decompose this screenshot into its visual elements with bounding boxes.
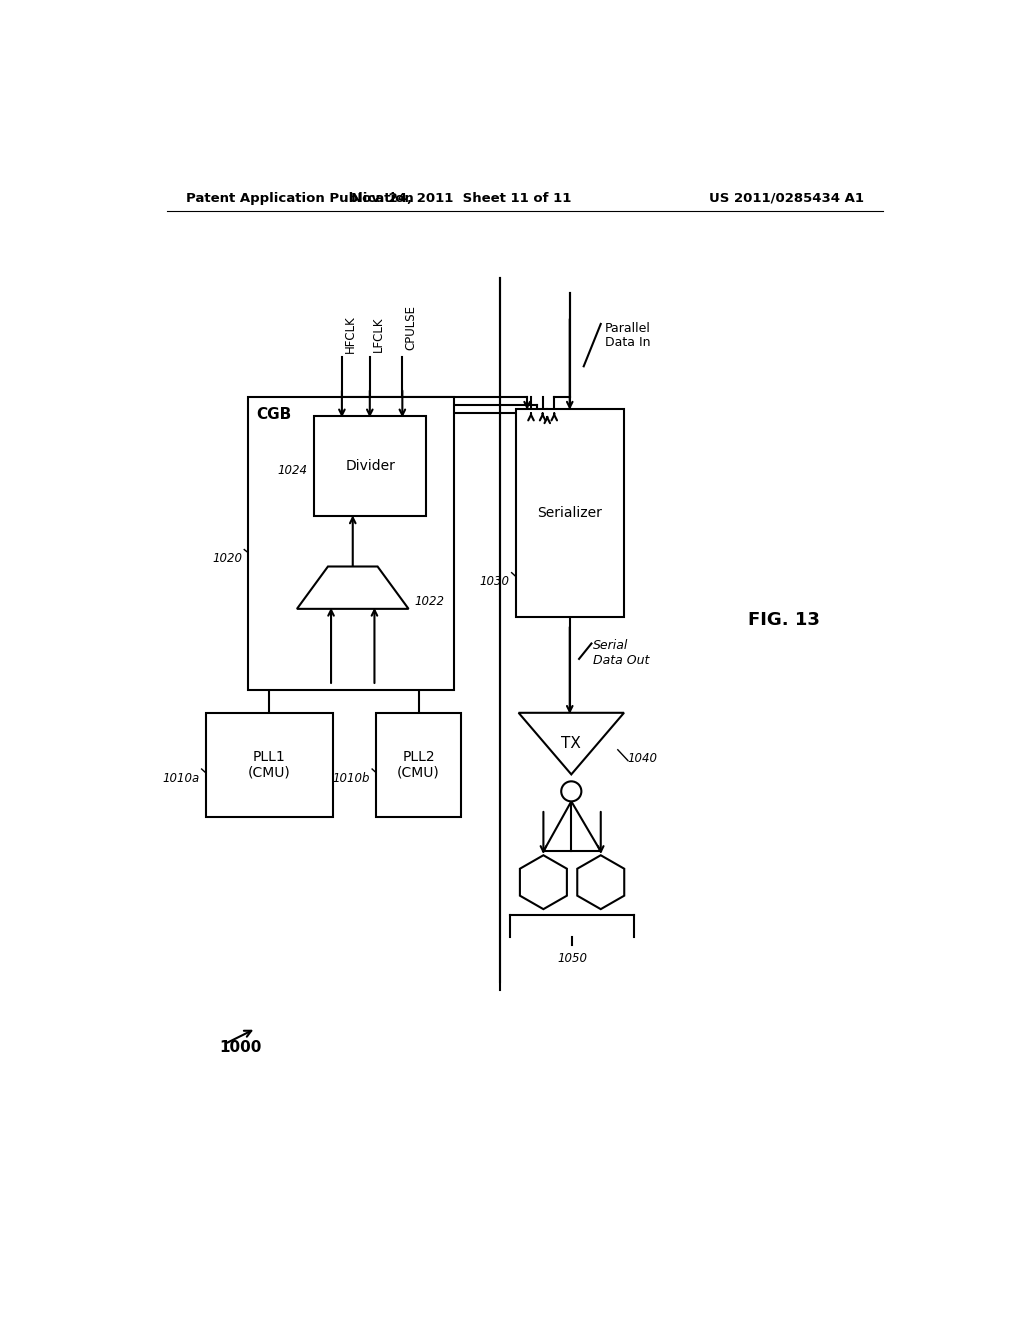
Text: PLL1
(CMU): PLL1 (CMU) — [248, 750, 291, 780]
Bar — [515, 409, 624, 616]
Bar — [314, 416, 426, 516]
Text: 1010a: 1010a — [162, 772, 200, 785]
Text: LFCLK: LFCLK — [372, 317, 385, 351]
Polygon shape — [578, 855, 625, 909]
Text: 1020: 1020 — [212, 552, 242, 565]
Bar — [248, 397, 454, 689]
Text: US 2011/0285434 A1: US 2011/0285434 A1 — [710, 191, 864, 205]
Text: 1050: 1050 — [557, 952, 587, 965]
Text: 1022: 1022 — [415, 594, 444, 607]
Text: Serializer: Serializer — [538, 506, 602, 520]
Text: Nov. 24, 2011  Sheet 11 of 11: Nov. 24, 2011 Sheet 11 of 11 — [351, 191, 571, 205]
Text: Parallel
Data In: Parallel Data In — [604, 322, 650, 350]
Text: CGB: CGB — [256, 407, 291, 421]
Bar — [376, 713, 461, 817]
Bar — [206, 713, 334, 817]
Text: 1030: 1030 — [479, 576, 509, 589]
Text: 1000: 1000 — [219, 1040, 262, 1055]
Text: Serial
Data Out: Serial Data Out — [593, 639, 649, 667]
Text: 1010b: 1010b — [333, 772, 370, 785]
Text: 1024: 1024 — [278, 463, 308, 477]
Text: PLL2
(CMU): PLL2 (CMU) — [397, 750, 440, 780]
Polygon shape — [520, 855, 567, 909]
Text: TX: TX — [561, 737, 582, 751]
Text: HFCLK: HFCLK — [344, 315, 357, 354]
Text: 1040: 1040 — [628, 752, 657, 766]
Text: Divider: Divider — [345, 459, 395, 474]
Text: Patent Application Publication: Patent Application Publication — [186, 191, 414, 205]
Circle shape — [561, 781, 582, 801]
Text: CPULSE: CPULSE — [404, 305, 418, 350]
Text: FIG. 13: FIG. 13 — [748, 611, 820, 630]
Polygon shape — [518, 713, 624, 775]
Polygon shape — [297, 566, 409, 609]
